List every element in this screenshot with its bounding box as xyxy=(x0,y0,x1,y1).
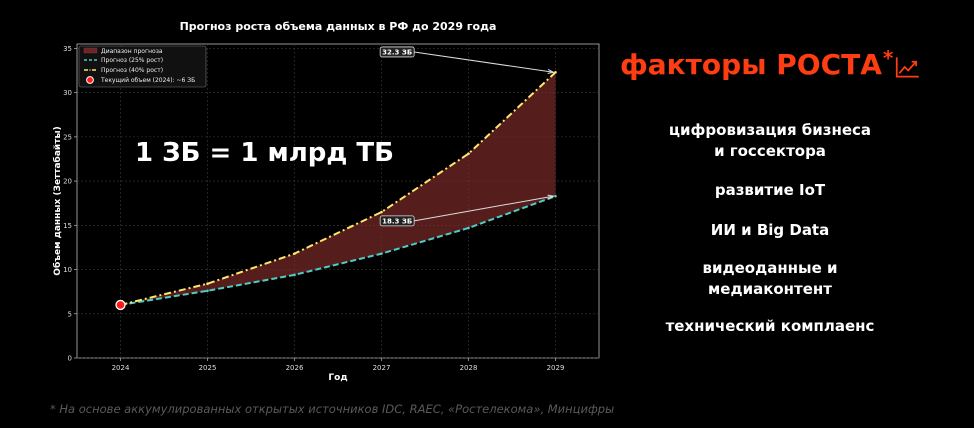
y-tick-label: 15 xyxy=(63,222,72,230)
series-40-point xyxy=(293,252,296,255)
annotation-arrow xyxy=(414,51,554,73)
series-40-point xyxy=(380,210,383,214)
unit-note: 1 ЗБ = 1 млрд ТБ xyxy=(135,138,394,168)
factor-item: ИИ и Big Data xyxy=(620,220,920,241)
series-40-point xyxy=(206,282,209,286)
annotation-label: 18.3 ЗБ xyxy=(382,217,412,225)
factor-line: и госсектора xyxy=(714,142,826,160)
x-tick-label: 2029 xyxy=(547,364,565,372)
factor-line: медиаконтент xyxy=(708,280,832,298)
series-40-point xyxy=(467,152,470,155)
series-25-point xyxy=(380,252,383,255)
x-tick-label: 2027 xyxy=(373,364,391,372)
factor-item: технический комплаенс xyxy=(620,316,920,337)
x-tick-label: 2025 xyxy=(199,364,217,372)
series-40-point xyxy=(554,71,557,74)
annotation-box xyxy=(379,215,415,227)
y-tick-label: 25 xyxy=(63,133,72,141)
legend-box xyxy=(78,45,207,88)
series-40-line xyxy=(120,71,557,306)
factor-item: развитие IoT xyxy=(620,180,920,201)
legend-swatch-current xyxy=(86,76,94,84)
factors-title-asterisk: * xyxy=(882,46,894,70)
x-tick-label: 2024 xyxy=(112,364,130,372)
x-axis-label: Год xyxy=(328,373,347,383)
annotation-box xyxy=(379,46,415,58)
legend-swatch-band xyxy=(83,47,98,54)
series-25-point xyxy=(467,226,470,230)
legend: Диапазон прогноза Прогноз (25% рост) Про… xyxy=(78,45,207,88)
line-chart-icon xyxy=(896,57,920,78)
y-tick-label: 10 xyxy=(63,266,72,274)
factor-item: видеоданные и медиаконтент xyxy=(620,258,920,300)
factor-line: развитие IoT xyxy=(714,181,826,199)
y-tick-label: 5 xyxy=(68,310,72,318)
footnote: * На основе аккумулированных открытых ис… xyxy=(50,402,615,416)
factors-panel: факторы РОСТА * цифровизация бизнеса и го… xyxy=(620,46,920,335)
factor-line: технический комплаенс xyxy=(665,317,875,335)
annotation-arrow xyxy=(414,195,554,222)
annotation-arrowhead xyxy=(547,69,555,75)
series-lines xyxy=(115,71,557,311)
y-tick-label: 35 xyxy=(63,45,72,53)
annotation-arrowhead xyxy=(547,194,555,200)
series-25-line xyxy=(120,195,556,306)
annotation-label: 32.3 ЗБ xyxy=(382,48,412,56)
x-tick-label: 2028 xyxy=(460,364,478,372)
factor-line: ИИ и Big Data xyxy=(710,221,830,239)
y-axis-label: Объем данных (Зеттабайты) xyxy=(52,126,63,275)
y-tick-label: 0 xyxy=(68,355,72,363)
legend-current-label: Текущий объем (2024): ~6 ЗБ xyxy=(100,77,195,84)
factor-line: видеоданные и xyxy=(702,259,838,277)
legend-40-label: Прогноз (40% рост) xyxy=(101,67,163,74)
series-25-point xyxy=(554,194,557,198)
legend-25-label: Прогноз (25% рост) xyxy=(101,57,163,64)
chart-title: Прогноз роста объема данных в РФ до 2029… xyxy=(180,20,497,33)
series-25-point xyxy=(206,289,209,293)
current-volume-point xyxy=(115,299,126,311)
legend-band-label: Диапазон прогноза xyxy=(101,48,163,55)
factors-title-text: факторы РОСТА xyxy=(620,48,882,81)
factor-item: цифровизация бизнеса и госсектора xyxy=(620,120,920,162)
forecast-band xyxy=(120,72,556,305)
series-25-point xyxy=(293,273,296,277)
forecast-band-area xyxy=(120,72,556,305)
x-tick-label: 2026 xyxy=(286,364,304,372)
factor-line: цифровизация бизнеса xyxy=(668,121,872,139)
annotations: 32.3 ЗБ 18.3 ЗБ xyxy=(379,46,555,227)
y-tick-label: 20 xyxy=(63,178,72,186)
y-tick-label: 30 xyxy=(63,89,72,97)
factors-title: факторы РОСТА * xyxy=(620,46,920,81)
